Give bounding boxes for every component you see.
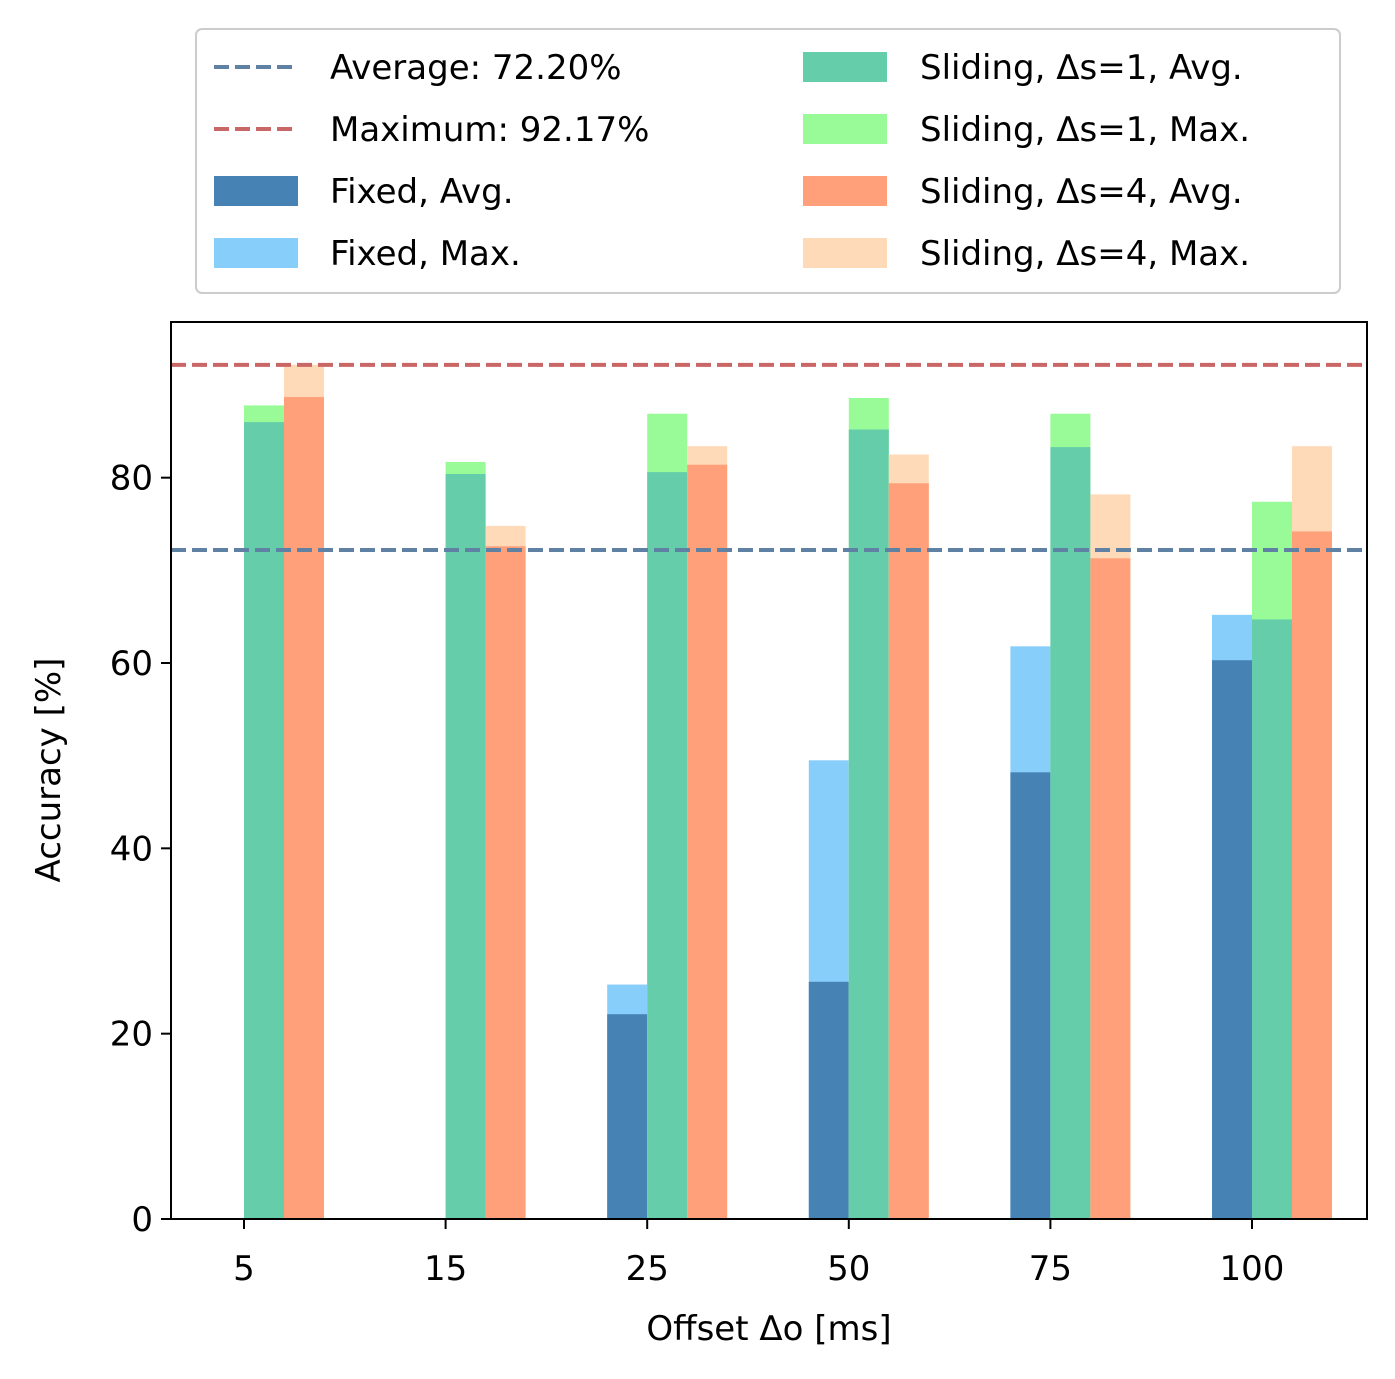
plot-frame (170, 321, 1368, 1220)
legend-label-fixed-avg: Fixed, Avg. (330, 172, 514, 212)
legend-label-fixed-max: Fixed, Max. (330, 234, 521, 274)
bar-sliding-s-4-avg-5 (284, 397, 324, 1219)
y-tick-label-60: 60 (110, 644, 153, 684)
legend-swatch-sliding-s-1-avg (803, 52, 887, 82)
bar-sliding-s-4-avg-50 (888, 483, 929, 1219)
bar-sliding-s-1-avg-25 (647, 472, 688, 1219)
y-axis-label: Accuracy [%] (29, 658, 69, 883)
x-axis-label: Offset Δo [ms] (646, 1309, 891, 1349)
bar-sliding-s-4-avg-25 (687, 464, 728, 1219)
y-tick-label-80: 80 (110, 459, 153, 499)
bar-sliding-s-1-avg-100 (1252, 619, 1292, 1219)
x-tick-label-100: 100 (1220, 1249, 1285, 1289)
legend-swatch-fixed-max (214, 238, 298, 268)
legend-label-sliding-s-1-max: Sliding, Δs=1, Max. (920, 110, 1250, 150)
bar-sliding-s-1-avg-75 (1050, 447, 1091, 1219)
x-tick-label-75: 75 (1029, 1249, 1072, 1289)
bar-sliding-s-4-avg-15 (485, 546, 526, 1219)
x-tick-label-25: 25 (626, 1249, 669, 1289)
bars-layer (244, 364, 1332, 1220)
legend-swatch-sliding-s-1-max (803, 114, 887, 144)
bar-fixed-avg-25 (607, 1014, 648, 1219)
bar-sliding-s-1-avg-5 (244, 422, 284, 1220)
y-axis: 0 20 40 60 80 (110, 459, 171, 1240)
bar-sliding-s-4-avg-75 (1090, 558, 1131, 1219)
y-tick-label-20: 20 (110, 1015, 153, 1055)
legend-swatch-sliding-s-4-max (803, 238, 887, 268)
legend-swatch-sliding-s-4-avg (803, 176, 887, 206)
legend-swatch-fixed-avg (214, 176, 298, 206)
y-tick-label-40: 40 (110, 829, 153, 869)
legend-label-sliding-s-4-max: Sliding, Δs=4, Max. (920, 234, 1250, 274)
reference-lines-layer (171, 362, 1367, 552)
legend-label-sliding-s-1-avg: Sliding, Δs=1, Avg. (920, 48, 1243, 88)
bar-fixed-avg-75 (1010, 772, 1051, 1219)
bar-sliding-s-1-avg-50 (848, 429, 889, 1220)
legend-label-sliding-s-4-avg: Sliding, Δs=4, Avg. (920, 172, 1243, 212)
x-tick-label-50: 50 (827, 1249, 870, 1289)
legend: Average: 72.20% Maximum: 92.17% Fixed, Avg… (195, 28, 1341, 294)
bar-sliding-s-4-avg-100 (1292, 531, 1332, 1219)
bar-fixed-avg-100 (1212, 660, 1252, 1219)
legend-frame (195, 28, 1341, 294)
x-tick-label-5: 5 (233, 1249, 255, 1289)
y-tick-label-0: 0 (131, 1200, 153, 1240)
bar-sliding-s-1-avg-15 (445, 473, 486, 1219)
legend-label-maximum: Maximum: 92.17% (330, 110, 649, 150)
legend-label-average: Average: 72.20% (330, 48, 622, 88)
x-tick-label-15: 15 (424, 1249, 467, 1289)
x-axis: 5 15 25 50 75 100 (233, 1219, 1284, 1289)
bar-fixed-avg-50 (808, 981, 849, 1219)
